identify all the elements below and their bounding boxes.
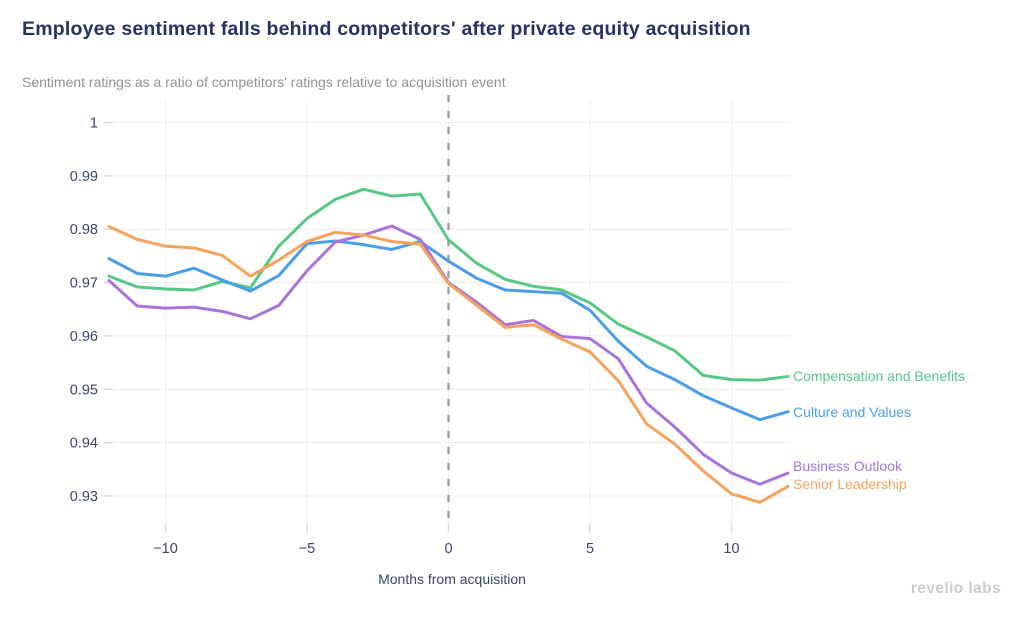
y-tick-label: 0.99: [70, 169, 98, 185]
x-tick-label: −10: [153, 541, 178, 557]
y-tick-label: 0.93: [70, 489, 98, 505]
y-tick-label: 0.98: [70, 222, 98, 238]
x-tick-label: 5: [586, 541, 594, 557]
y-tick-label: 0.96: [70, 329, 98, 345]
y-tick-label: 0.95: [70, 382, 98, 398]
legend-label-compensation-and-benefits: Compensation and Benefits: [793, 368, 965, 385]
series-line-culture-and-values: [107, 239, 790, 422]
x-tick-label: 10: [723, 541, 739, 557]
x-axis-title: Months from acquisition: [378, 571, 526, 587]
legend-label-senior-leadership: Senior Leadership: [793, 476, 907, 493]
x-tick-label: −5: [299, 541, 316, 557]
y-tick-label: 0.97: [70, 276, 98, 292]
series-line-senior-leadership: [107, 225, 790, 504]
y-tick-label: 1: [90, 116, 98, 132]
legend-label-culture-and-values: Culture and Values: [793, 403, 912, 420]
y-tick-label: 0.94: [70, 436, 98, 452]
x-tick-label: 0: [444, 541, 452, 557]
brand-logo: revelio labs: [910, 580, 1001, 597]
chart-title: Employee sentiment falls behind competit…: [22, 18, 751, 40]
chart-subtitle: Sentiment ratings as a ratio of competit…: [22, 74, 506, 90]
legend-label-business-outlook: Business Outlook: [793, 458, 902, 474]
